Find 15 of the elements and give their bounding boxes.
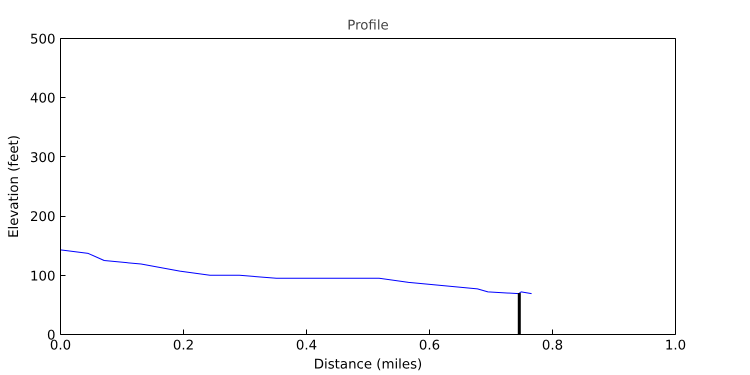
x-tick-label: 0.6 xyxy=(418,338,440,354)
y-tick-label: 300 xyxy=(30,150,56,166)
y-axis-title: Elevation (feet) xyxy=(7,135,22,238)
x-tick-label: 1.0 xyxy=(664,338,686,354)
chart-title: Profile xyxy=(347,18,389,34)
x-tick-label: 0.0 xyxy=(50,338,72,354)
x-tick-label: 0.4 xyxy=(296,338,318,354)
y-tick-label: 400 xyxy=(30,92,56,107)
x-axis-title: Distance (miles) xyxy=(314,358,422,372)
y-tick-label: 200 xyxy=(30,210,56,226)
line-series xyxy=(60,249,532,294)
y-tick-label: 100 xyxy=(30,269,56,284)
x-tick-label: 0.2 xyxy=(172,338,194,354)
y-tick-label: 500 xyxy=(30,32,56,48)
x-tick-label: 0.8 xyxy=(542,338,564,354)
